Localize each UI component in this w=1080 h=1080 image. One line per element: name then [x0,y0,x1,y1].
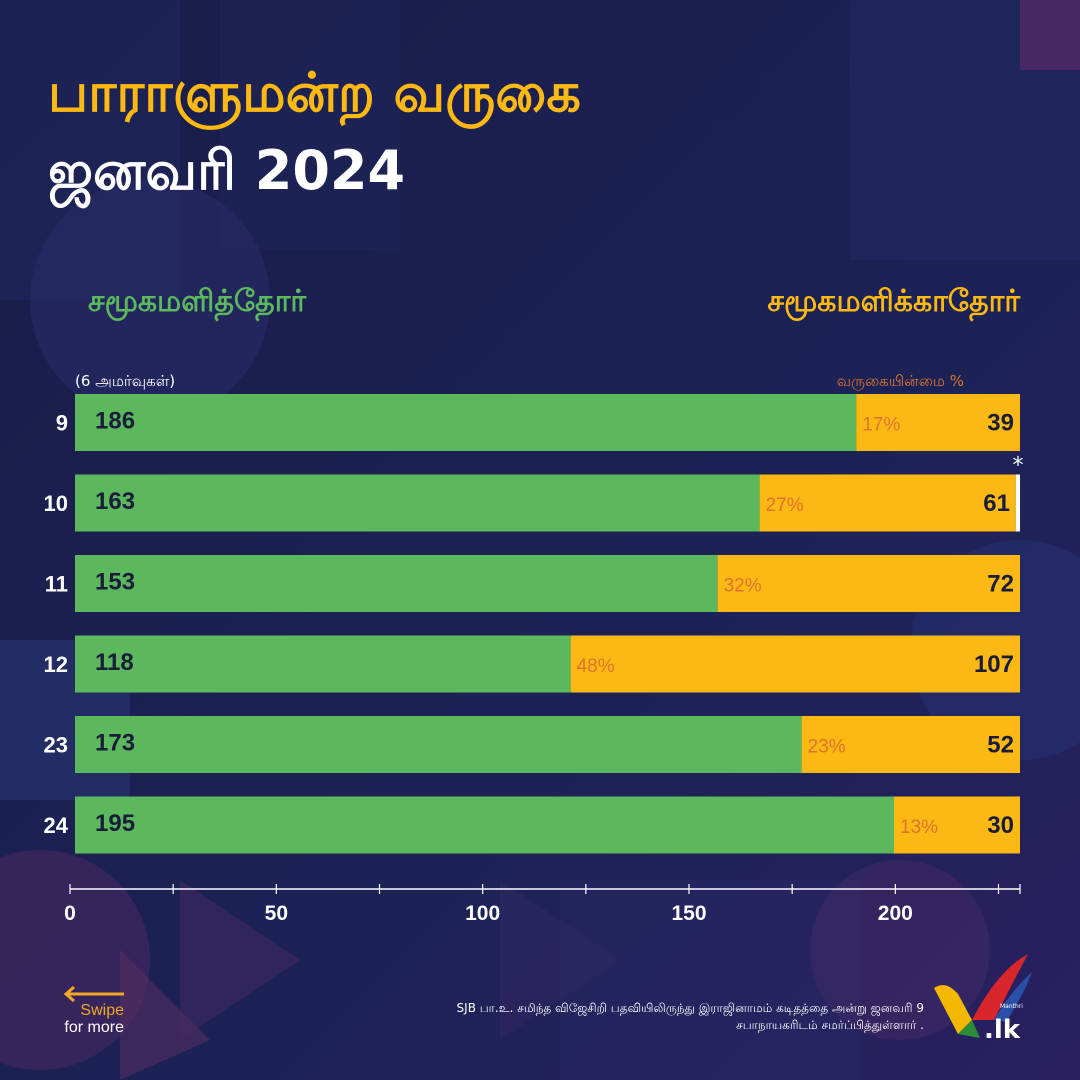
bar-absent [570,635,1020,693]
absent-value-label: 61 [983,490,1010,517]
absent-percentage-label: வருகையின்மை % [836,372,964,390]
swipe-hint-sub: for more [64,1019,124,1036]
bar-absent [717,555,1020,612]
absent-pct-value: 27% [766,495,804,516]
page-title: பாராளுமன்ற வருகை [48,61,581,124]
x-tick-label: 150 [671,902,706,925]
attended-value-label: 173 [95,730,135,757]
absent-legend-label: சமூகமளிக்காதோர் [767,284,1020,319]
category-label: 12 [44,652,68,677]
bar-attended [75,474,760,532]
bar-absent [801,716,1020,773]
absent-value-label: 107 [974,651,1014,678]
bar-attended [75,394,857,451]
bar-absent [856,394,1020,451]
attended-value-label: 118 [95,649,134,676]
x-tick-label: 200 [878,902,913,925]
absent-pct-value: 48% [577,656,615,677]
category-label: 10 [44,491,68,516]
bar-attended [75,796,894,854]
absent-pct-value: 17% [862,415,900,436]
logo-small-text: Manthri [1000,1003,1023,1010]
attended-value-label: 186 [95,408,135,435]
bar-absent [894,796,1020,854]
absent-pct-value: 13% [900,817,938,838]
category-label: 24 [44,813,69,838]
absent-value-label: 52 [987,732,1014,759]
vacant-asterisk: * [1013,454,1024,479]
attended-value-label: 153 [95,569,135,596]
footnote-line-1: SJB பா.உ. சமிந்த விஜேசிறி பதவியிலிருந்து… [456,1001,924,1015]
bar-attended [75,716,802,773]
page-subtitle: ஜனவரி 2024 [48,139,406,202]
sessions-note: (6 அமர்வுகள்) [75,372,176,390]
bar-absent [759,474,1016,532]
x-tick-label: 0 [64,902,76,925]
arrow-left-icon[interactable] [62,985,124,1003]
absent-value-label: 39 [987,410,1014,437]
category-label: 11 [45,572,68,597]
manthri-logo: Manthri .lk [934,954,1032,1045]
category-label: 9 [56,411,68,436]
attended-value-label: 195 [95,810,135,837]
footnote-line-2: சபாநாயகரிடம் சமர்ப்பித்துள்ளார் . [736,1018,924,1032]
swipe-hint[interactable]: Swipe [80,1002,124,1019]
attended-legend-label: சமூகமளித்தோர் [88,284,307,319]
logo-main-text: .lk [984,1015,1021,1045]
x-tick-label: 50 [265,902,288,925]
absent-pct-value: 23% [808,737,846,758]
absent-value-label: 72 [987,571,1014,598]
x-tick-label: 100 [465,902,500,925]
bar-attended [75,635,571,693]
bar-attended [75,555,718,612]
absent-pct-value: 32% [724,576,762,597]
footnote: SJB பா.உ. சமிந்த விஜேசிறி பதவியிலிருந்து… [262,1000,924,1034]
absent-value-label: 30 [987,812,1014,839]
bar-vacant-marker [1015,474,1020,532]
attended-value-label: 163 [95,488,135,515]
category-label: 23 [44,733,68,758]
